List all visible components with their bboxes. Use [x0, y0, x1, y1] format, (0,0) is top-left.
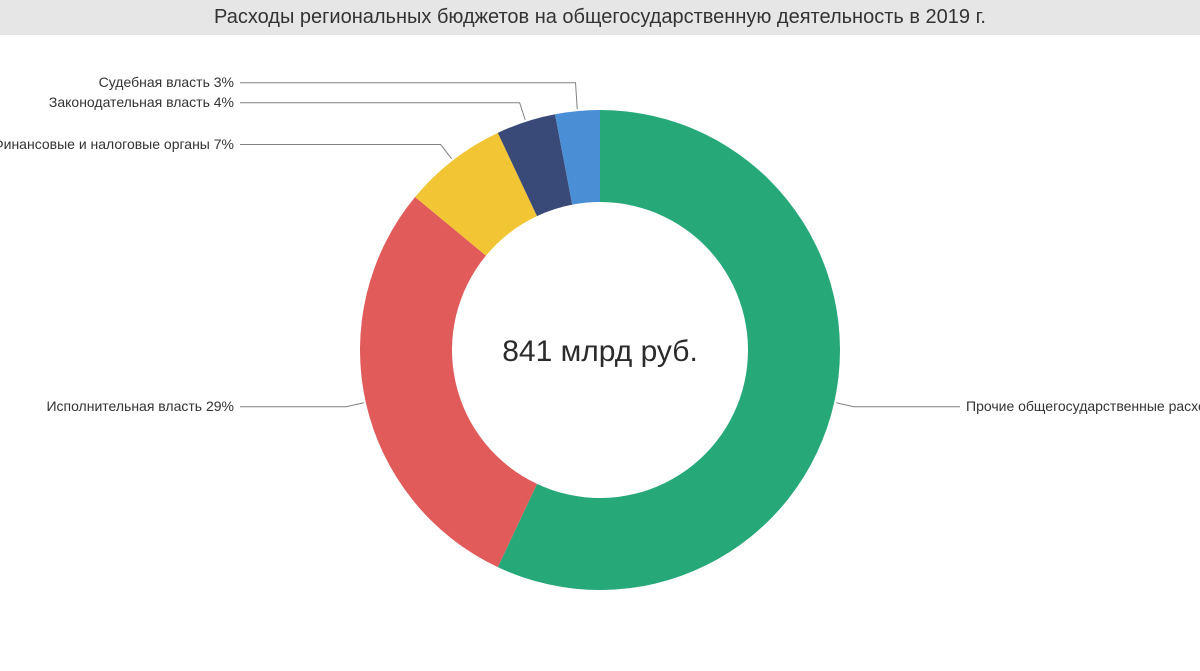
slice-label-4: Судебная власть 3% [99, 74, 234, 90]
leader-line-4 [240, 83, 577, 109]
leader-line-1 [240, 403, 364, 407]
donut-chart: 841 млрд руб. Прочие общегосударственные… [0, 35, 1200, 671]
chart-title-bar: Расходы региональных бюджетов на общегос… [0, 0, 1200, 35]
donut-svg [0, 35, 1200, 671]
slice-label-1: Исполнительная власть 29% [46, 398, 234, 414]
slice-label-0: Прочие общегосударственные расходы 57% [966, 398, 1200, 414]
leader-line-2 [240, 145, 452, 159]
slice-label-2: Финансовые и налоговые органы 7% [0, 136, 234, 152]
leader-line-3 [240, 103, 525, 120]
leader-line-0 [836, 403, 960, 407]
chart-title: Расходы региональных бюджетов на общегос… [214, 6, 986, 28]
slice-label-3: Законодательная власть 4% [49, 94, 234, 110]
slice-1 [360, 197, 537, 567]
